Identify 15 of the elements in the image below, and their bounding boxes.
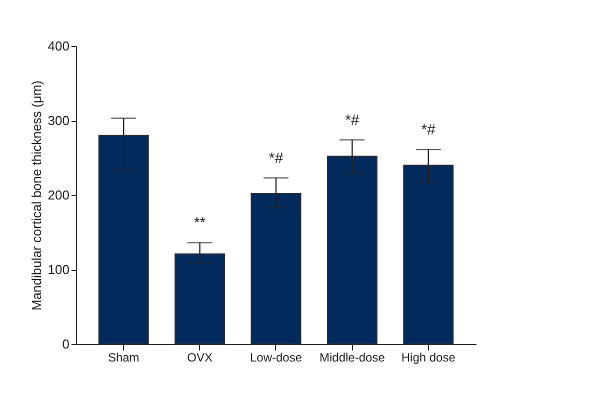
x-tick-label: Sham [108, 350, 140, 364]
x-tick-label: Low-dose [250, 350, 302, 364]
y-tick-label: 200 [48, 188, 70, 202]
annotation: *# [421, 122, 436, 139]
y-axis-title: Mandibular cortical bone thickness (μm) [28, 80, 44, 311]
x-tick-label: Middle-dose [320, 350, 386, 364]
y-tick-label: 400 [48, 38, 70, 54]
annotation: ** [194, 214, 206, 232]
annotation: *# [268, 150, 284, 167]
x-tick-label: OVX [187, 350, 212, 364]
y-tick-label: 300 [48, 113, 70, 128]
y-tick-label: 0 [62, 336, 70, 352]
x-tick-label: High dose [401, 350, 456, 364]
y-tick-label: 100 [48, 262, 70, 277]
annotation: *# [345, 112, 360, 129]
